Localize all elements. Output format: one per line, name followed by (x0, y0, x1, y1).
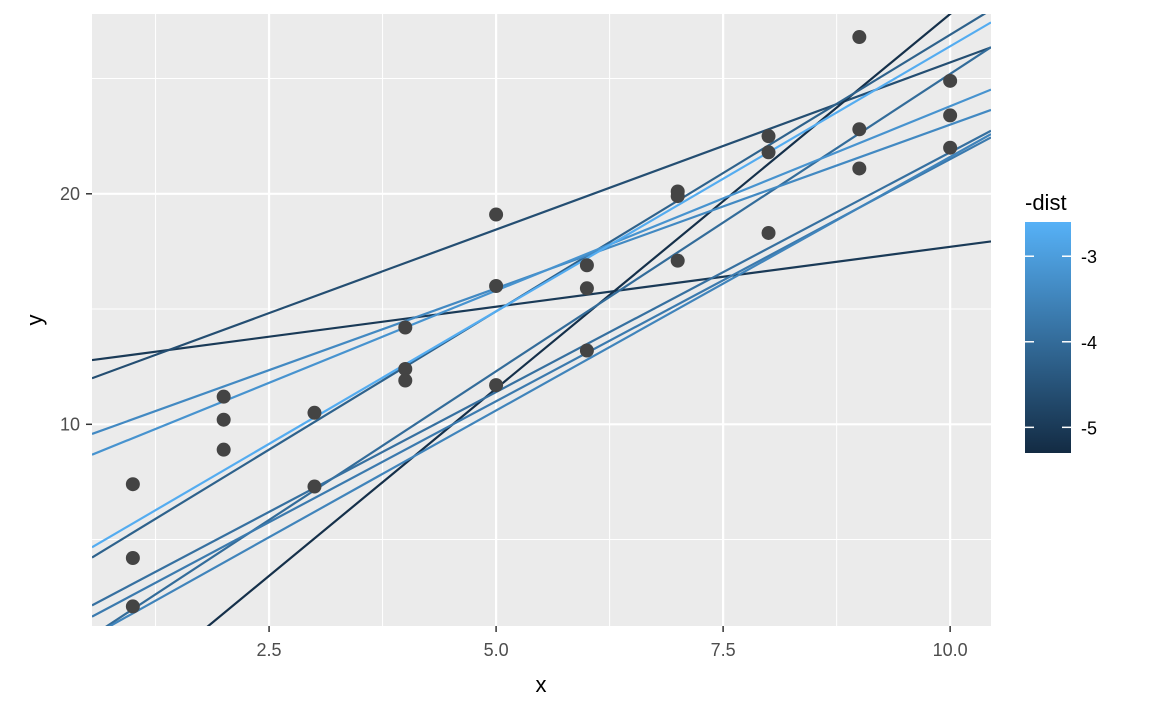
model-lines (92, 14, 991, 626)
x-tick-label: 10.0 (933, 640, 968, 660)
data-point (398, 320, 413, 335)
data-point (761, 145, 776, 160)
data-point (125, 599, 140, 614)
data-point (579, 258, 594, 273)
data-point (852, 30, 867, 45)
model-line (107, 133, 991, 626)
data-point (579, 343, 594, 358)
data-point (670, 253, 685, 268)
legend-tick-label: -3 (1081, 247, 1097, 267)
data-point (307, 405, 322, 420)
y-axis: 10 20 (60, 184, 92, 434)
data-point (125, 551, 140, 565)
model-line (206, 14, 952, 626)
data-point (761, 225, 776, 240)
minor-gridlines (92, 14, 991, 626)
data-point (489, 279, 504, 293)
data-point (852, 161, 867, 176)
legend-ticks: -3 -4 -5 (1025, 247, 1097, 438)
data-point (307, 479, 322, 494)
data-point (943, 108, 958, 123)
data-point (216, 389, 231, 404)
data-point (489, 378, 504, 393)
y-tick-label: 20 (60, 184, 80, 204)
y-axis-title: y (22, 315, 47, 326)
data-points (125, 30, 958, 614)
x-axis: 2.5 5.0 7.5 10.0 (257, 626, 968, 660)
x-axis-title: x (536, 672, 547, 697)
model-line (92, 88, 991, 456)
model-line (92, 21, 991, 549)
x-tick-label: 7.5 (711, 640, 736, 660)
model-line (92, 129, 991, 607)
x-tick-label: 2.5 (257, 640, 282, 660)
plot-panel (92, 14, 991, 626)
legend-title: -dist (1025, 190, 1067, 215)
data-point (216, 412, 231, 427)
legend-tick-label: -4 (1081, 333, 1097, 353)
legend: -dist -3 -4 -5 (1025, 190, 1097, 453)
model-line (92, 240, 991, 362)
data-point (579, 281, 594, 296)
x-tick-label: 5.0 (484, 640, 509, 660)
legend-tick-label: -5 (1081, 418, 1097, 438)
data-point (852, 122, 867, 137)
data-point (398, 373, 413, 388)
data-point (943, 140, 958, 155)
data-point (489, 207, 504, 222)
data-point (761, 129, 776, 144)
data-point (125, 477, 140, 492)
data-point (216, 442, 231, 457)
data-point (943, 73, 958, 88)
legend-colorbar (1025, 222, 1071, 453)
data-point (398, 361, 413, 376)
y-tick-label: 10 (60, 414, 80, 434)
data-point (670, 189, 685, 204)
